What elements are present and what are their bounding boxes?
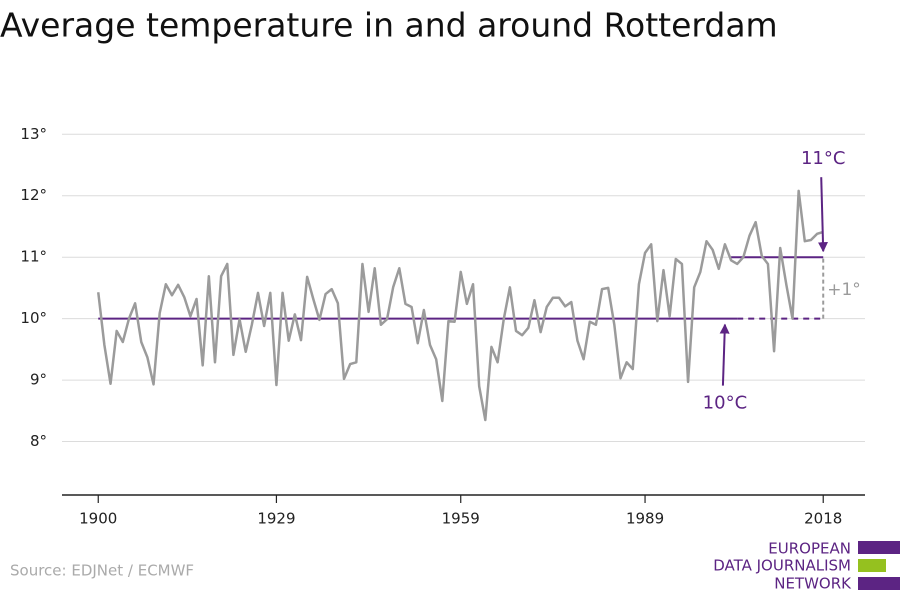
x-tick-label: 1900 <box>79 510 117 528</box>
logo: EUROPEAN DATA JOURNALISM NETWORK <box>713 540 900 593</box>
logo-bar <box>858 559 886 572</box>
y-tick-label: 11° <box>20 248 47 266</box>
y-tick-label: 12° <box>20 186 47 204</box>
source: Source: EDJNet / ECMWF <box>10 562 194 580</box>
logo-bar <box>858 541 900 554</box>
logo-text: EUROPEAN <box>768 540 851 558</box>
y-tick-label: 10° <box>20 309 47 327</box>
annotation-arrow <box>817 177 828 253</box>
temperature-line <box>97 189 824 422</box>
annotation-label: 10°C <box>703 393 747 414</box>
difference-label: +1° <box>827 280 861 300</box>
logo-text: DATA JOURNALISM <box>713 557 851 575</box>
y-tick-label: 13° <box>20 125 47 143</box>
y-tick-label: 9° <box>30 371 47 389</box>
annotation-label: 11°C <box>801 148 845 169</box>
x-tick-label: 1989 <box>626 510 664 528</box>
x-tick-label: 2018 <box>804 510 842 528</box>
chart-title: Average temperature in and around Rotter… <box>0 6 778 45</box>
logo-text: NETWORK <box>774 575 852 593</box>
y-tick-label: 8° <box>30 432 47 450</box>
x-tick-label: 1929 <box>257 510 295 528</box>
logo-bar <box>858 577 900 590</box>
annotation-arrow <box>719 323 730 386</box>
x-tick-label: 1959 <box>442 510 480 528</box>
